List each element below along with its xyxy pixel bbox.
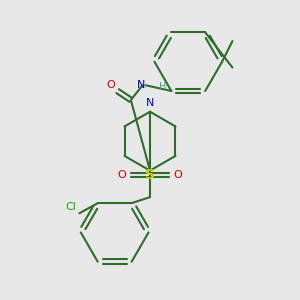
Text: Cl: Cl [65, 202, 76, 212]
Text: H: H [159, 82, 166, 92]
Text: S: S [145, 168, 155, 182]
Text: O: O [174, 170, 182, 180]
Text: O: O [106, 80, 115, 90]
Text: N: N [137, 80, 146, 90]
Text: O: O [118, 170, 126, 180]
Text: N: N [146, 98, 154, 108]
